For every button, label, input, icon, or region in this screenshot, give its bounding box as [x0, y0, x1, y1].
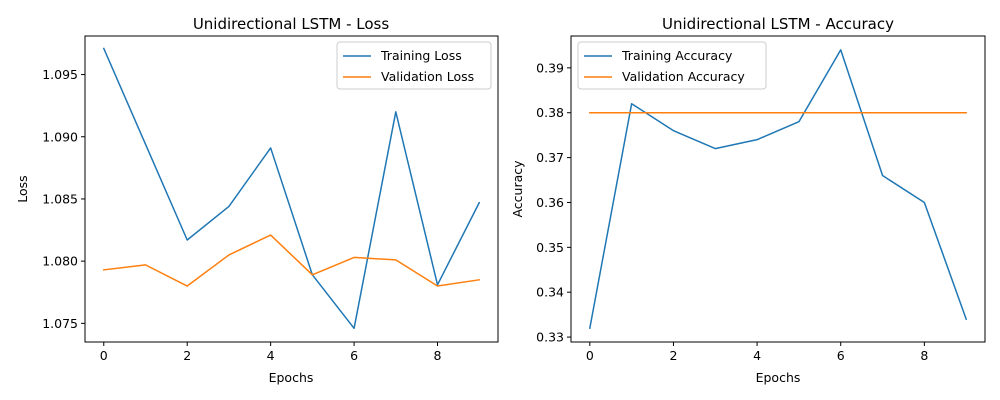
accuracy-chart-plot-frame — [570, 35, 986, 343]
loss-chart-xtick-label: 0 — [100, 348, 108, 363]
accuracy-chart-title: Unidirectional LSTM - Accuracy — [662, 15, 894, 33]
loss-chart-xtick-label: 8 — [434, 348, 442, 363]
loss-chart-xtick-label: 6 — [350, 348, 358, 363]
loss-chart-title: Unidirectional LSTM - Loss — [193, 15, 390, 33]
accuracy-chart-xtick-label: 0 — [586, 348, 594, 363]
accuracy-chart-xlabel: Epochs — [756, 370, 801, 385]
loss-chart-series — [102, 47, 481, 330]
accuracy-chart-ytick-label: 0.37 — [536, 150, 564, 165]
accuracy-chart-legend-label-validation: Validation Accuracy — [622, 69, 745, 84]
loss-chart-ylabel: Loss — [15, 175, 30, 202]
loss-chart-legend-label-training: Training Loss — [380, 48, 462, 63]
loss-chart-legend-box — [336, 41, 492, 90]
accuracy-chart-ytick-label: 0.35 — [536, 240, 564, 255]
loss-chart-ytick-label: 1.090 — [42, 129, 78, 144]
loss-chart-ytick-label: 1.095 — [42, 67, 78, 82]
accuracy-chart-xtick-label: 2 — [669, 348, 677, 363]
loss-chart-xtick-label: 4 — [267, 348, 275, 363]
accuracy-chart-ylabel: Accuracy — [510, 160, 525, 218]
accuracy-chart-legend: Training Accuracy Validation Accuracy — [577, 41, 767, 90]
loss-chart-legend-label-validation: Validation Loss — [381, 69, 474, 84]
accuracy-chart-legend-label-training: Training Accuracy — [621, 48, 733, 63]
loss-chart-ytick-label: 1.075 — [42, 316, 78, 331]
loss-chart-validation-loss-line — [102, 234, 481, 287]
loss-chart-ytick-label: 1.080 — [42, 254, 78, 269]
accuracy-chart: Unidirectional LSTM - Accuracy 0 2 4 6 8 0.33… — [510, 15, 986, 385]
accuracy-chart-legend-box — [577, 41, 767, 90]
accuracy-chart-ytick-label: 0.39 — [536, 60, 564, 75]
accuracy-chart-xtick-label: 4 — [753, 348, 761, 363]
accuracy-chart-xtick-label: 8 — [920, 348, 928, 363]
loss-chart-xtick-label: 2 — [183, 348, 191, 363]
loss-chart-legend: Training Loss Validation Loss — [336, 41, 492, 90]
accuracy-chart-ticks: 0 2 4 6 8 0.33 0.34 0.35 0.36 0.37 0.38 0.39 — [536, 60, 928, 363]
loss-chart: Unidirectional LSTM - Loss 0 2 4 6 8 1.075 1.0… — [15, 15, 499, 385]
accuracy-chart-training-accuracy-line — [588, 49, 968, 329]
accuracy-chart-series — [588, 49, 968, 329]
loss-chart-ticks: 0 2 4 6 8 1.075 1.080 1.085 1.090 1.095 — [42, 67, 441, 363]
loss-chart-training-loss-line — [102, 47, 481, 330]
accuracy-chart-ytick-label: 0.36 — [536, 195, 564, 210]
accuracy-chart-ytick-label: 0.38 — [536, 105, 564, 120]
accuracy-chart-xtick-label: 6 — [837, 348, 845, 363]
accuracy-chart-ytick-label: 0.33 — [536, 330, 564, 345]
loss-chart-ytick-label: 1.085 — [42, 191, 78, 206]
accuracy-chart-ytick-label: 0.34 — [536, 285, 564, 300]
loss-chart-xlabel: Epochs — [269, 370, 314, 385]
loss-chart-plot-frame — [84, 35, 499, 343]
